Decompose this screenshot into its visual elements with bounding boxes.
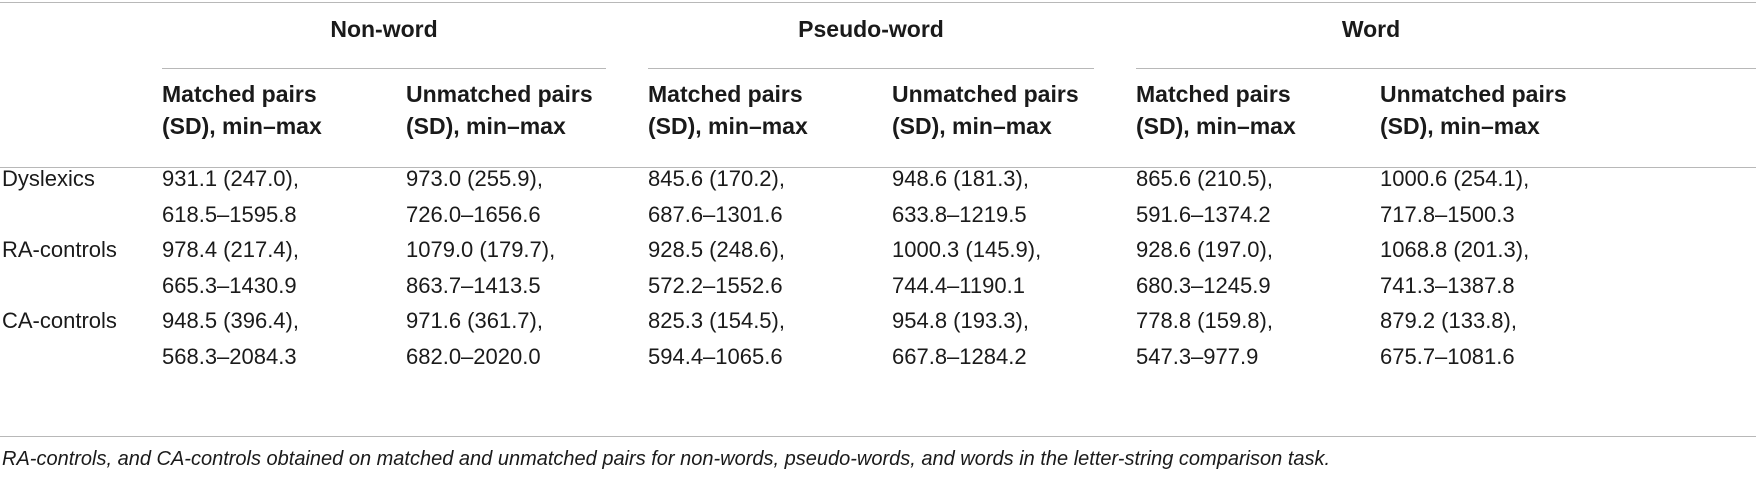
header-bottom-rule	[0, 167, 1756, 168]
group-rule-non-word	[162, 68, 606, 69]
table-top-rule	[0, 2, 1756, 3]
row-label-ca-controls: CA-controls	[2, 308, 117, 333]
table-cell: 825.3 (154.5), 594.4–1065.6	[648, 308, 785, 369]
table-cell: 879.2 (133.8), 675.7–1081.6	[1380, 308, 1517, 369]
col-header-pseudoword-matched: Matched pairs (SD), min–max	[648, 81, 808, 139]
table-cell: 931.1 (247.0), 618.5–1595.8	[162, 166, 299, 227]
table-cell: 1068.8 (201.3), 741.3–1387.8	[1380, 237, 1530, 298]
table-cell: 928.6 (197.0), 680.3–1245.9	[1136, 237, 1273, 298]
col-header-nonword-matched: Matched pairs (SD), min–max	[162, 81, 322, 139]
table-bottom-rule	[0, 436, 1756, 437]
col-header-nonword-unmatched: Unmatched pairs (SD), min–max	[406, 81, 593, 139]
col-header-word-matched: Matched pairs (SD), min–max	[1136, 81, 1296, 139]
group-header-non-word: Non-word	[330, 16, 438, 42]
row-label-ra-controls: RA-controls	[2, 237, 117, 262]
row-label-dyslexics: Dyslexics	[2, 166, 95, 191]
table-cell: 1000.3 (145.9), 744.4–1190.1	[892, 237, 1042, 298]
group-rule-pseudo-word	[648, 68, 1094, 69]
table-cell: 971.6 (361.7), 682.0–2020.0	[406, 308, 543, 369]
table-cell: 778.8 (159.8), 547.3–977.9	[1136, 308, 1273, 369]
table-cell: 928.5 (248.6), 572.2–1552.6	[648, 237, 785, 298]
table-cell: 948.6 (181.3), 633.8–1219.5	[892, 166, 1029, 227]
group-header-pseudo-word: Pseudo-word	[798, 16, 944, 42]
group-header-word: Word	[1341, 16, 1401, 42]
table-footnote: RA-controls, and CA-controls obtained on…	[2, 448, 1331, 470]
table-cell: 948.5 (396.4), 568.3–2084.3	[162, 308, 299, 369]
table-cell: 973.0 (255.9), 726.0–1656.6	[406, 166, 543, 227]
table-cell: 978.4 (217.4), 665.3–1430.9	[162, 237, 299, 298]
table-cell: 865.6 (210.5), 591.6–1374.2	[1136, 166, 1273, 227]
table-cell: 1079.0 (179.7), 863.7–1413.5	[406, 237, 556, 298]
col-header-word-unmatched: Unmatched pairs (SD), min–max	[1380, 81, 1567, 139]
group-rule-word	[1136, 68, 1756, 69]
col-header-pseudoword-unmatched: Unmatched pairs (SD), min–max	[892, 81, 1079, 139]
table-cell: 954.8 (193.3), 667.8–1284.2	[892, 308, 1029, 369]
table-cell: 1000.6 (254.1), 717.8–1500.3	[1380, 166, 1530, 227]
table-cell: 845.6 (170.2), 687.6–1301.6	[648, 166, 785, 227]
